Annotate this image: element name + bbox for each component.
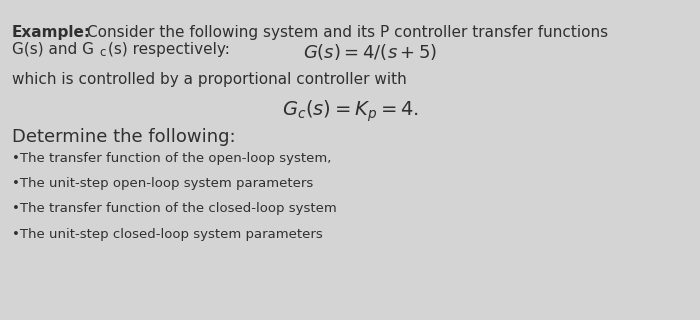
Text: •The unit-step open-loop system parameters: •The unit-step open-loop system paramete… [12,177,314,190]
Text: $G_c(s) = K_p = 4.$: $G_c(s) = K_p = 4.$ [281,99,419,124]
Text: •The transfer function of the closed-loop system: •The transfer function of the closed-loo… [12,202,337,215]
Text: Example:: Example: [12,25,91,40]
Text: •The transfer function of the open-loop system,: •The transfer function of the open-loop … [12,152,331,165]
Text: •The unit-step closed-loop system parameters: •The unit-step closed-loop system parame… [12,228,323,241]
Text: (s) respectively:: (s) respectively: [108,42,230,57]
Text: which is controlled by a proportional controller with: which is controlled by a proportional co… [12,72,407,87]
Text: c: c [99,46,106,59]
Text: Consider the following system and its P controller transfer functions: Consider the following system and its P … [87,25,608,40]
Text: G(s) and G: G(s) and G [12,42,94,57]
Text: Determine the following:: Determine the following: [12,128,236,146]
Text: $G(s) = 4/(s + 5)$: $G(s) = 4/(s + 5)$ [303,42,438,62]
